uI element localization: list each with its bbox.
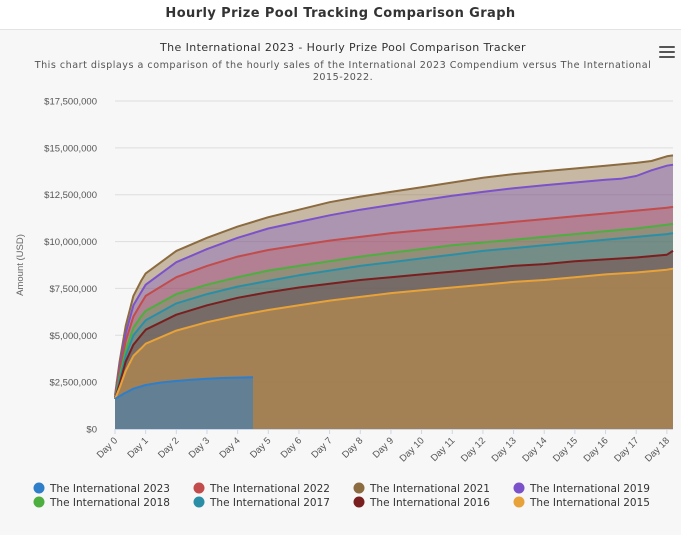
line-the-international-2022 xyxy=(114,205,674,399)
x-tick-label: Day 9 xyxy=(371,435,396,460)
legend-label: The International 2018 xyxy=(49,497,170,509)
chart-title: The International 2023 - Hourly Prize Po… xyxy=(159,41,526,54)
x-tick-label: Day 0 xyxy=(95,435,120,460)
x-tick-label: Day 12 xyxy=(459,435,488,464)
legend-marker xyxy=(33,496,45,508)
x-tick-label: Day 1 xyxy=(125,435,150,460)
legend-item-the-international-2018[interactable]: The International 2018 xyxy=(33,496,170,510)
x-tick-label: Day 4 xyxy=(217,435,242,460)
legend-marker xyxy=(193,496,205,508)
y-axis-title: Amount (USD) xyxy=(15,234,26,296)
page-heading: Hourly Prize Pool Tracking Comparison Gr… xyxy=(165,6,516,21)
area-the-international-2017 xyxy=(115,233,673,429)
area-the-international-2015 xyxy=(115,268,673,429)
legend-item-the-international-2019[interactable]: The International 2019 xyxy=(513,482,650,496)
prize-pool-chart: The International 2023 - Hourly Prize Po… xyxy=(15,41,674,510)
legend-item-the-international-2022[interactable]: The International 2022 xyxy=(193,482,330,496)
chart-subtitle-line: 2015-2022. xyxy=(313,72,373,83)
series-areas xyxy=(114,154,674,429)
area-the-international-2019 xyxy=(115,164,673,429)
line-the-international-2016 xyxy=(114,250,674,400)
x-tick-label: Day 6 xyxy=(279,435,304,460)
legend-marker xyxy=(33,482,45,494)
x-tick-label: Day 2 xyxy=(156,435,181,460)
x-tick-label: Day 18 xyxy=(643,435,672,464)
area-the-international-2018 xyxy=(115,223,673,429)
line-the-international-2021 xyxy=(114,154,674,396)
x-tick-label: Day 17 xyxy=(612,435,641,464)
line-the-international-2023 xyxy=(114,376,254,400)
y-tick-label: $12,500,000 xyxy=(44,190,97,201)
area-the-international-2022 xyxy=(115,206,673,429)
x-tick-label: Day 14 xyxy=(520,435,549,464)
legend-label: The International 2021 xyxy=(369,483,490,495)
legend-marker xyxy=(513,496,525,508)
legend-item-the-international-2021[interactable]: The International 2021 xyxy=(353,482,490,496)
line-the-international-2015 xyxy=(114,267,674,400)
legend-label: The International 2023 xyxy=(49,483,170,495)
chart-container: The International 2023 - Hourly Prize Po… xyxy=(0,30,681,535)
legend-marker xyxy=(193,482,205,494)
legend-label: The International 2019 xyxy=(529,483,650,495)
legend-label: The International 2017 xyxy=(209,497,330,509)
line-the-international-2017 xyxy=(114,232,674,400)
chart-subtitle-line: This chart displays a comparison of the … xyxy=(34,60,652,71)
legend-label: The International 2016 xyxy=(369,497,490,509)
x-tick-label: Day 15 xyxy=(551,435,580,464)
line-the-international-2019 xyxy=(114,163,674,398)
y-tick-label: $15,000,000 xyxy=(44,143,97,154)
line-the-international-2018 xyxy=(114,222,674,400)
y-tick-label: $0 xyxy=(86,425,97,436)
x-tick-label: Day 7 xyxy=(309,435,334,460)
legend-marker xyxy=(353,496,365,508)
chart-menu-hamburger-icon[interactable] xyxy=(659,46,675,59)
x-tick-label: Day 8 xyxy=(340,435,365,460)
legend-label: The International 2015 xyxy=(529,497,650,509)
y-tick-label: $2,500,000 xyxy=(49,378,97,389)
x-tick-label: Day 13 xyxy=(490,435,519,464)
x-tick-label: Day 10 xyxy=(398,435,427,464)
x-tick-label: Day 3 xyxy=(187,435,212,460)
y-tick-label: $7,500,000 xyxy=(49,284,97,295)
y-tick-label: $5,000,000 xyxy=(49,331,97,342)
legend-item-the-international-2016[interactable]: The International 2016 xyxy=(353,496,491,510)
area-the-international-2023 xyxy=(115,377,253,429)
legend-marker xyxy=(513,482,525,494)
y-tick-label: $17,500,000 xyxy=(44,97,97,108)
x-tick-label: Day 11 xyxy=(429,435,458,464)
x-tick-label: Day 5 xyxy=(248,435,273,460)
y-tick-label: $10,000,000 xyxy=(44,237,97,248)
legend-item-the-international-2015[interactable]: The International 2015 xyxy=(513,496,650,510)
legend-marker xyxy=(353,482,365,494)
x-tick-label: Day 16 xyxy=(582,435,611,464)
legend-item-the-international-2023[interactable]: The International 2023 xyxy=(33,482,170,496)
legend-label: The International 2022 xyxy=(209,483,330,495)
legend-item-the-international-2017[interactable]: The International 2017 xyxy=(193,496,330,510)
heading-divider xyxy=(0,29,681,30)
